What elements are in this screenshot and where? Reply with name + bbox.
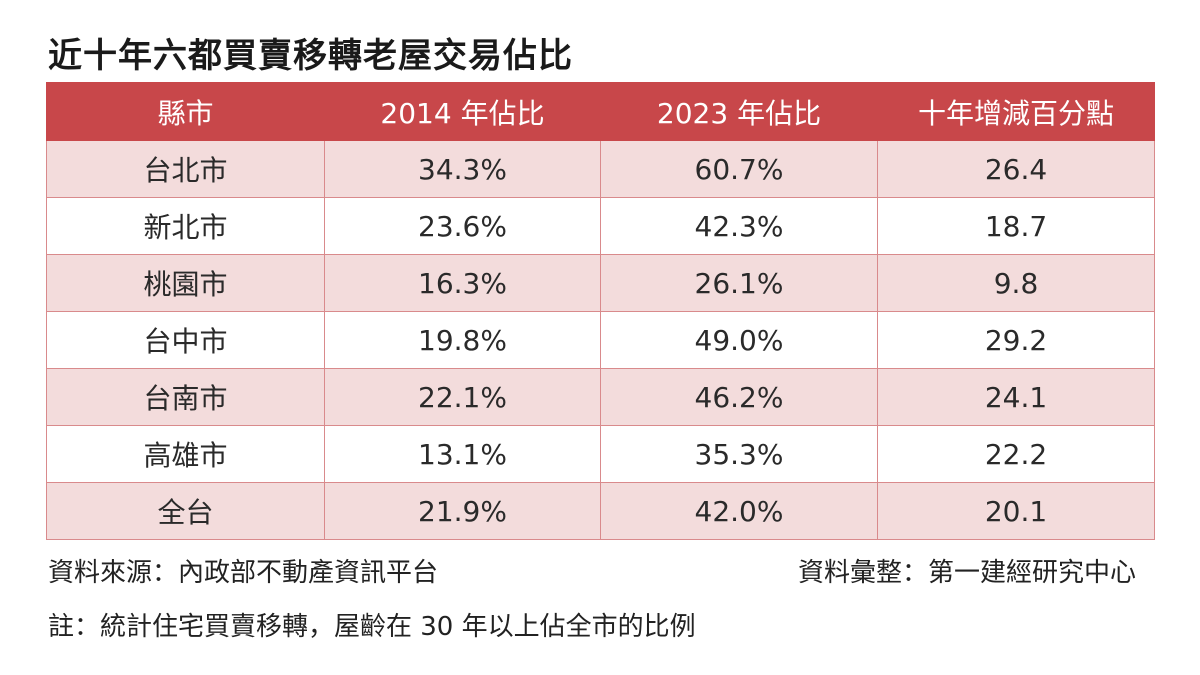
cell-2023: 26.1% [600, 254, 878, 312]
cell-change: 24.1 [877, 368, 1155, 426]
cell-2023: 42.0% [600, 482, 878, 540]
footnote: 註：統計住宅買賣移轉，屋齡在 30 年以上佔全市的比例 [48, 612, 696, 642]
table-row: 桃園市 16.3% 26.1% 9.8 [46, 254, 1155, 312]
source-note: 資料來源：內政部不動產資訊平台 [48, 558, 439, 588]
data-table: 縣市 2014 年佔比 2023 年佔比 十年增減百分點 台北市 34.3% 6… [46, 82, 1155, 540]
cell-2023: 42.3% [600, 197, 878, 255]
compiled-by-note: 資料彙整：第一建經研究中心 [797, 558, 1136, 588]
header-2023-share: 2023 年佔比 [600, 82, 878, 141]
table-body: 台北市 34.3% 60.7% 26.4 新北市 23.6% 42.3% 18.… [46, 140, 1155, 540]
cell-2014: 34.3% [324, 140, 601, 198]
table-row: 高雄市 13.1% 35.3% 22.2 [46, 425, 1155, 483]
table-row-total: 全台 21.9% 42.0% 20.1 [46, 482, 1155, 540]
cell-city: 高雄市 [46, 425, 325, 483]
table-row: 新北市 23.6% 42.3% 18.7 [46, 197, 1155, 255]
cell-2014: 19.8% [324, 311, 601, 369]
cell-city: 台南市 [46, 368, 325, 426]
cell-city: 全台 [46, 482, 325, 540]
cell-2014: 16.3% [324, 254, 601, 312]
cell-change: 22.2 [877, 425, 1155, 483]
table-row: 台北市 34.3% 60.7% 26.4 [46, 140, 1155, 198]
cell-change: 29.2 [877, 311, 1155, 369]
cell-city: 桃園市 [46, 254, 325, 312]
table-header: 縣市 2014 年佔比 2023 年佔比 十年增減百分點 [46, 82, 1155, 141]
cell-2023: 60.7% [600, 140, 878, 198]
cell-city: 新北市 [46, 197, 325, 255]
cell-city: 台中市 [46, 311, 325, 369]
cell-2023: 35.3% [600, 425, 878, 483]
header-row: 縣市 2014 年佔比 2023 年佔比 十年增減百分點 [46, 82, 1155, 141]
cell-change: 18.7 [877, 197, 1155, 255]
cell-change: 26.4 [877, 140, 1155, 198]
header-2014-share: 2014 年佔比 [324, 82, 601, 141]
cell-2014: 21.9% [324, 482, 601, 540]
table-row: 台南市 22.1% 46.2% 24.1 [46, 368, 1155, 426]
cell-2014: 22.1% [324, 368, 601, 426]
cell-change: 20.1 [877, 482, 1155, 540]
cell-city: 台北市 [46, 140, 325, 198]
cell-2014: 23.6% [324, 197, 601, 255]
page-title: 近十年六都買賣移轉老屋交易佔比 [48, 36, 573, 76]
cell-change: 9.8 [877, 254, 1155, 312]
table-row: 台中市 19.8% 49.0% 29.2 [46, 311, 1155, 369]
cell-2023: 46.2% [600, 368, 878, 426]
cell-2014: 13.1% [324, 425, 601, 483]
header-change: 十年增減百分點 [877, 82, 1155, 141]
header-city: 縣市 [46, 82, 325, 141]
cell-2023: 49.0% [600, 311, 878, 369]
